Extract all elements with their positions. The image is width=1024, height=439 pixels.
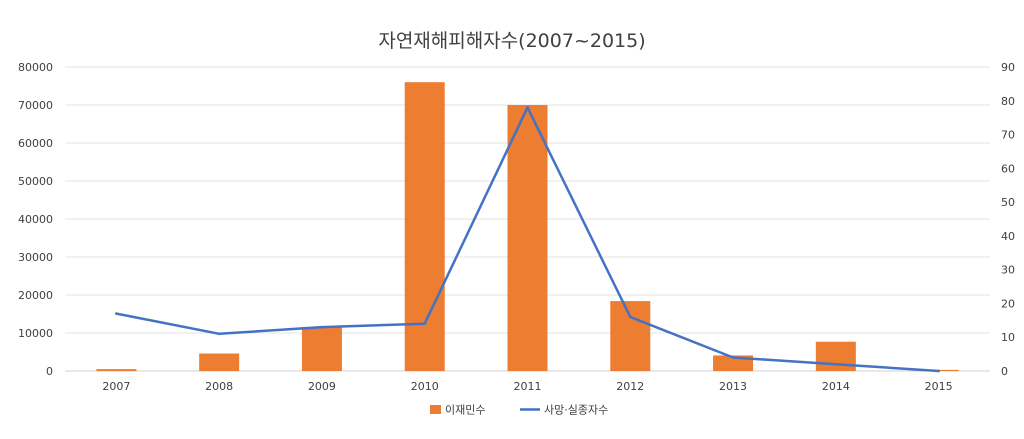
x-tick-label: 2014 [822, 380, 850, 393]
right-tick-label: 30 [1001, 264, 1015, 277]
chart-title: 자연재해피해자수(2007~2015) [378, 30, 646, 52]
left-tick-label: 20000 [18, 289, 53, 302]
line-series [115, 106, 940, 373]
x-tick-label: 2011 [514, 380, 542, 393]
x-tick-label: 2015 [925, 380, 953, 393]
bar [815, 341, 856, 371]
bar [507, 105, 548, 371]
bar [610, 301, 651, 371]
right-tick-label: 60 [1001, 162, 1015, 175]
left-tick-label: 80000 [18, 61, 53, 74]
line-point [217, 332, 221, 336]
bar-series [96, 82, 959, 371]
right-tick-label: 70 [1001, 129, 1015, 142]
left-tick-label: 50000 [18, 175, 53, 188]
line-point [937, 369, 940, 373]
legend-label-line: 사망·실종자수 [544, 404, 608, 417]
right-axis-ticks: 0 10 20 30 40 50 60 70 80 90 [1001, 61, 1015, 378]
x-tick-label: 2010 [411, 380, 439, 393]
bar [199, 353, 240, 371]
right-tick-label: 10 [1001, 331, 1015, 344]
right-tick-label: 20 [1001, 297, 1015, 310]
line-point [115, 312, 118, 315]
left-tick-label: 10000 [18, 327, 53, 340]
line-point [834, 362, 838, 366]
x-tick-label: 2012 [616, 380, 644, 393]
right-tick-label: 0 [1001, 365, 1008, 378]
x-tick-label: 2013 [719, 380, 747, 393]
x-axis-ticks: 2007 2008 2009 2010 2011 2012 2013 2014 2015 [102, 380, 952, 393]
right-tick-label: 80 [1001, 95, 1015, 108]
left-tick-label: 30000 [18, 251, 53, 264]
left-tick-label: 0 [46, 365, 53, 378]
legend-swatch-bar [430, 405, 441, 414]
right-tick-label: 40 [1001, 230, 1015, 243]
left-tick-label: 70000 [18, 99, 53, 112]
legend-label-bar: 이재민수 [445, 404, 485, 417]
right-tick-label: 90 [1001, 61, 1015, 74]
legend: 이재민수 사망·실종자수 [430, 404, 608, 417]
left-tick-label: 60000 [18, 137, 53, 150]
left-tick-label: 40000 [18, 213, 53, 226]
line-point [423, 322, 427, 326]
line-point [628, 315, 632, 319]
left-axis-ticks: 0 10000 20000 30000 40000 50000 60000 70000 8000… [18, 61, 53, 378]
bar [301, 326, 342, 371]
x-tick-label: 2008 [205, 380, 233, 393]
right-tick-label: 50 [1001, 196, 1015, 209]
line-point [320, 325, 324, 329]
x-tick-label: 2009 [308, 380, 336, 393]
bar [404, 82, 445, 371]
line-point [731, 356, 735, 359]
bar [96, 369, 137, 371]
x-tick-label: 2007 [102, 380, 130, 393]
line-point [526, 106, 529, 109]
